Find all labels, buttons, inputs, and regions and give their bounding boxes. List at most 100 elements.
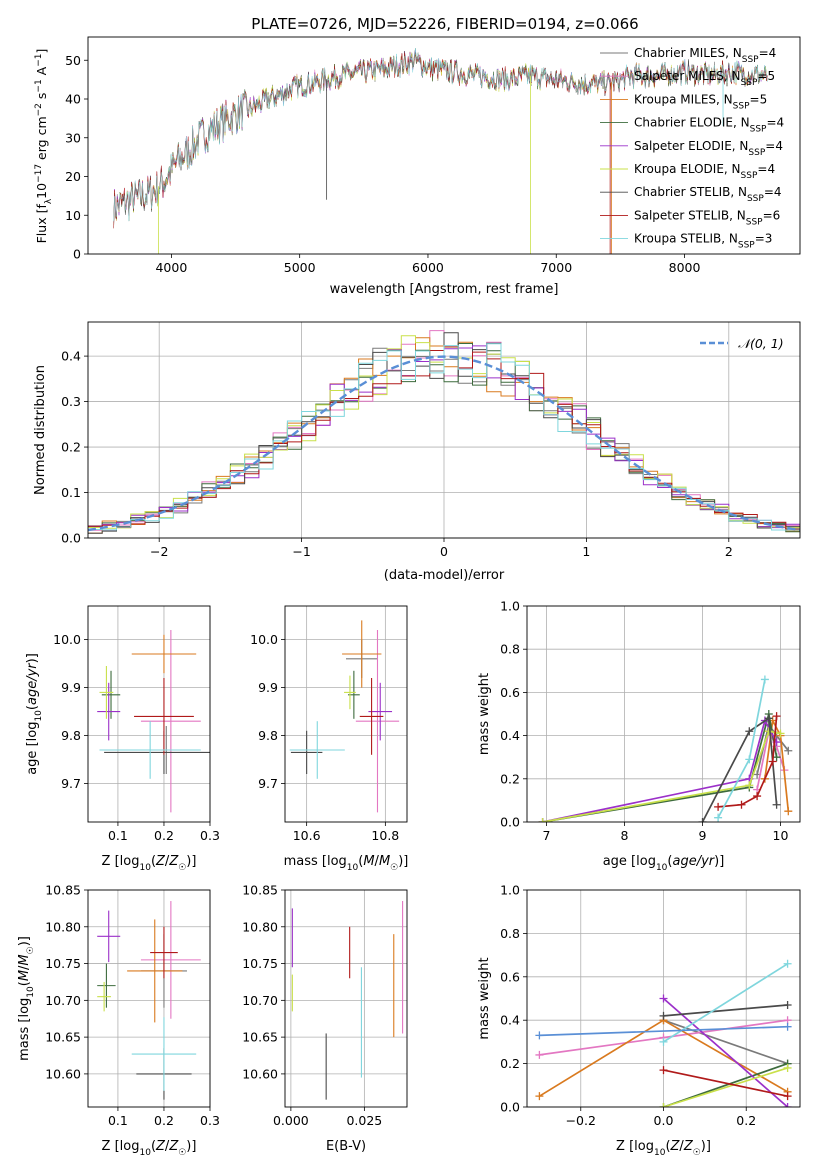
panel-age_vs_mass: 10.6 10.8 9.7 9.8 9.9 10.0 mass [log10(M/M☉)] xyxy=(250,605,408,873)
axes-frame xyxy=(87,605,211,823)
series-marker xyxy=(535,1092,544,1101)
y-tick-label: 10.0 xyxy=(250,632,278,647)
series-marker xyxy=(698,818,707,822)
series-marker xyxy=(737,800,746,809)
x-axis-label: age [log10(age/yr)] xyxy=(603,854,725,873)
plot-area xyxy=(535,959,792,1107)
plot-area xyxy=(538,675,793,822)
y-tick-label: 0.0 xyxy=(500,1100,520,1115)
y-tick-label: 9.7 xyxy=(258,776,278,791)
y-tick-label: 10.80 xyxy=(242,919,278,934)
plot-area xyxy=(97,630,210,813)
x-tick-label: 9 xyxy=(699,828,707,843)
x-tick-label: 0.2 xyxy=(154,828,174,843)
x-axis-label: E(B-V) xyxy=(326,1139,366,1154)
x-tick-label: 7000 xyxy=(540,260,572,275)
y-tick-label: 10.75 xyxy=(45,956,81,971)
y-tick-label: 0 xyxy=(73,247,81,262)
figure-title: PLATE=0726, MJD=52226, FIBERID=0194, z=0… xyxy=(251,15,638,33)
axes-frame xyxy=(87,36,801,255)
series-marker xyxy=(783,959,792,968)
x-tick-label: 0 xyxy=(440,544,448,559)
series-marker xyxy=(659,994,668,1003)
x-tick-label: −2 xyxy=(150,544,168,559)
y-tick-label: 0.0 xyxy=(61,531,81,546)
series-marker xyxy=(768,757,777,766)
x-tick-label: 0.2 xyxy=(154,1113,174,1128)
plot-area xyxy=(97,901,201,1100)
y-tick-label: 40 xyxy=(65,92,81,107)
y-tick-label: 50 xyxy=(65,53,81,68)
series-marker xyxy=(745,755,754,764)
series-line xyxy=(663,1067,788,1107)
series-marker xyxy=(772,800,781,809)
panel-mass_vs_Z: 0.1 0.2 0.3 10.60 10.65 10.70 10.75 10.80 10.85 Z… xyxy=(17,883,220,1159)
series-marker xyxy=(760,675,769,684)
x-tick-label: 6000 xyxy=(412,260,444,275)
series-marker xyxy=(783,1092,792,1101)
legend-entry: Kroupa MILES, NSSP=5 xyxy=(634,92,767,111)
y-axis-label: Flux [fλ10−17 erg cm−2 s−1 A−1] xyxy=(34,49,54,244)
y-tick-label: 0.4 xyxy=(61,349,81,364)
axes-frame xyxy=(526,605,801,823)
series-line xyxy=(764,717,790,812)
y-tick-label: 1.0 xyxy=(500,599,520,614)
x-tick-label: 5000 xyxy=(284,260,316,275)
x-tick-label: 10.6 xyxy=(293,828,321,843)
series-marker xyxy=(783,1022,792,1031)
x-axis-label: (data-model)/error xyxy=(384,568,505,583)
axes-frame xyxy=(87,321,801,539)
y-tick-label: 10.85 xyxy=(45,883,81,898)
series-marker xyxy=(764,714,773,723)
series-line xyxy=(542,730,781,822)
x-axis-label: wavelength [Angstrom, rest frame] xyxy=(330,282,559,297)
y-axis-label: mass weight xyxy=(477,957,492,1039)
x-tick-label: 10 xyxy=(773,828,789,843)
series-marker xyxy=(784,746,793,755)
series-marker xyxy=(659,1011,668,1020)
series-marker xyxy=(535,1031,544,1040)
y-tick-label: 10.80 xyxy=(45,919,81,934)
y-tick-label: 10.85 xyxy=(242,883,278,898)
y-tick-label: 20 xyxy=(65,169,81,184)
x-tick-label: 8000 xyxy=(669,260,701,275)
y-tick-label: 0.2 xyxy=(500,771,520,786)
y-tick-label: 9.8 xyxy=(61,728,81,743)
series-line xyxy=(663,1004,788,1017)
gaussian-curve xyxy=(88,355,800,532)
legend-entry: Salpeter ELODIE, NSSP=4 xyxy=(634,139,783,158)
series-marker xyxy=(776,729,785,738)
plot-area xyxy=(289,620,400,813)
panel-age_vs_Z: 0.1 0.2 0.3 9.7 9.8 9.9 10.0 Z [log10(Z/Z☉)] age… xyxy=(25,605,220,873)
legend-entry: 𝒩(0, 1) xyxy=(738,336,784,351)
panel-residuals: −2 −1 0 1 2 0.0 0.1 0.2 0.3 0.4 𝒩(0, 1) Normed dist… xyxy=(33,321,801,583)
panel-spectrum: 4000 5000 6000 7000 8000 0 10 20 30 40 50 Chabrier … xyxy=(34,36,801,297)
y-tick-label: 10.0 xyxy=(53,632,81,647)
x-tick-label: 0.2 xyxy=(736,1113,756,1128)
series-marker xyxy=(714,813,723,822)
y-tick-label: 0.3 xyxy=(61,394,81,409)
x-tick-label: 0.1 xyxy=(108,1113,128,1128)
x-tick-label: 1 xyxy=(582,544,590,559)
x-axis-label: Z [log10(Z/Z☉)] xyxy=(616,1139,711,1158)
legend-entry: Kroupa ELODIE, NSSP=4 xyxy=(634,162,775,181)
series-marker xyxy=(783,1103,792,1107)
y-tick-label: 30 xyxy=(65,130,81,145)
y-tick-label: 10.70 xyxy=(242,993,278,1008)
series-marker xyxy=(535,1050,544,1059)
x-axis-label: Z [log10(Z/Z☉)] xyxy=(102,1139,197,1158)
legend-entry: Salpeter MILES, NSSP=5 xyxy=(634,69,775,88)
legend-entry: Chabrier MILES, NSSP=4 xyxy=(634,46,776,65)
y-tick-label: 10.70 xyxy=(45,993,81,1008)
y-tick-label: 10.60 xyxy=(45,1066,81,1081)
y-axis-label: mass weight xyxy=(477,673,492,755)
y-tick-label: 0.0 xyxy=(500,815,520,830)
series-marker xyxy=(772,712,781,721)
axes-frame xyxy=(87,889,211,1108)
panel-weight_vs_Z: −0.2 0.0 0.2 0.0 0.2 0.4 0.6 0.8 1.0 Z [log10(Z/Z… xyxy=(477,883,801,1158)
series-marker xyxy=(772,753,781,762)
series-marker xyxy=(745,781,754,790)
series-marker xyxy=(714,802,723,811)
spectrum-line-kroupa-stelib xyxy=(113,48,768,222)
